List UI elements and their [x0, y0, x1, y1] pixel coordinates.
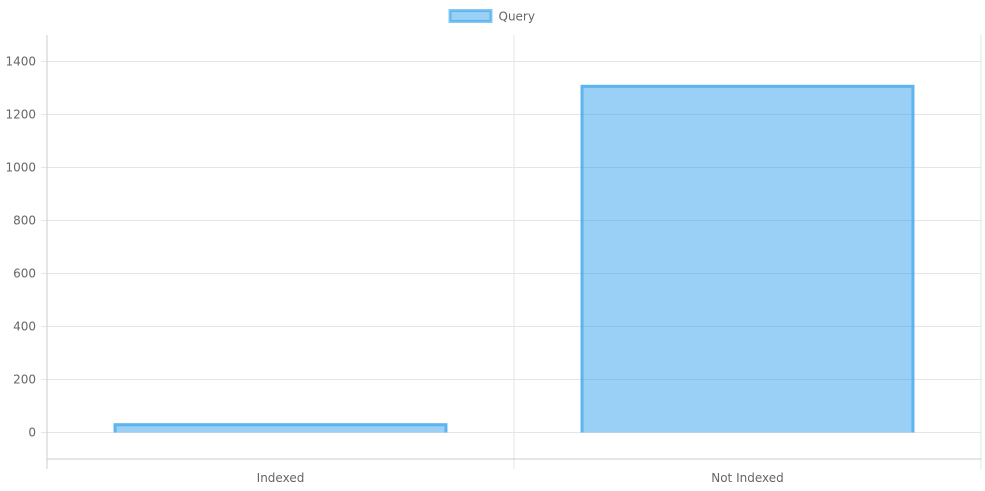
bar-border	[113, 423, 448, 433]
axes: 0 200 400 600 800 1000 1200 1400 Indexed Not Inde…	[5, 55, 981, 485]
bar-border	[580, 84, 915, 433]
y-tick-label: 800	[13, 214, 36, 228]
y-tick-label: 600	[13, 267, 36, 281]
bars	[113, 84, 915, 433]
y-tick-label: 200	[13, 373, 36, 387]
y-tick-label: 1000	[5, 161, 36, 175]
legend-label[interactable]: Query	[499, 10, 535, 24]
legend-swatch[interactable]	[448, 9, 493, 23]
y-tick-label: 1200	[5, 108, 36, 122]
y-tick-label: 0	[28, 426, 36, 440]
x-tick-label: Indexed	[257, 471, 305, 485]
legend[interactable]: Query	[448, 9, 535, 24]
x-tick-label: Not Indexed	[711, 471, 784, 485]
grid-lines	[46, 35, 982, 469]
y-tick-label: 400	[13, 320, 36, 334]
y-tick-label: 1400	[5, 55, 36, 69]
bar-not-indexed[interactable]	[580, 84, 915, 433]
bar-indexed[interactable]	[113, 423, 448, 433]
